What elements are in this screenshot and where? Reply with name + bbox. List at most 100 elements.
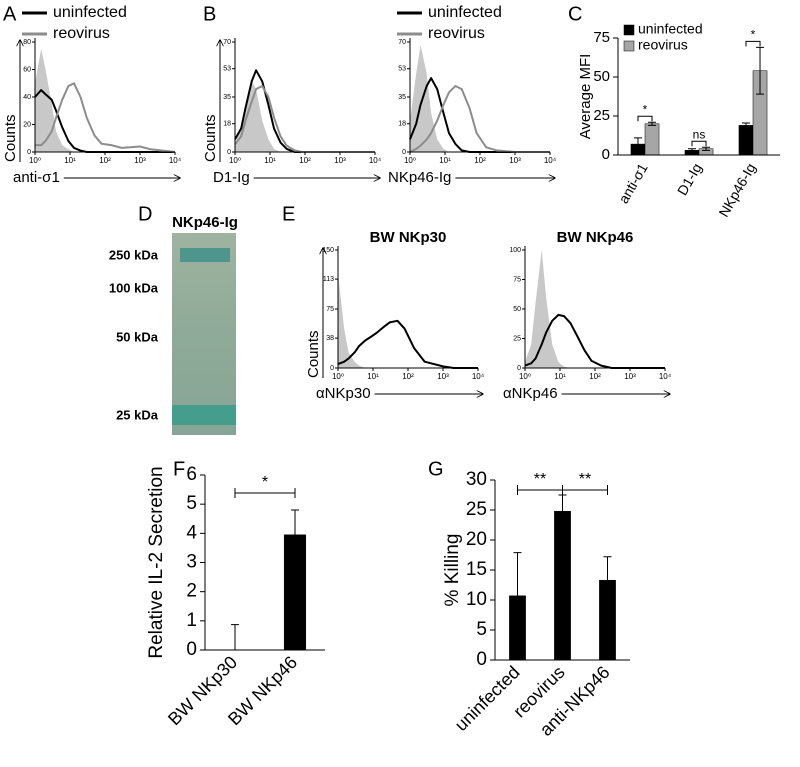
significance-label: *	[751, 28, 756, 42]
y-tick-label: 10	[466, 589, 487, 610]
y-tick-label: 70	[398, 39, 406, 46]
gel-panel: D NKp46-Ig 250 kDa 100 kDa 50 kDa 25 kDa	[109, 203, 238, 435]
x-tick-label: 10⁴	[169, 156, 182, 165]
y-tick-label: 0	[402, 149, 406, 156]
y-tick-label: 0	[27, 149, 31, 156]
x-tick-label: 10⁴	[659, 372, 672, 381]
y-tick-label: 20	[466, 529, 487, 550]
x-tick-label: 10¹	[64, 156, 76, 165]
y-tick-label: 5	[186, 493, 197, 514]
y-tick-label: 50	[513, 306, 521, 313]
panel-letter: C	[568, 3, 582, 25]
y-tick-label: 5	[476, 619, 487, 640]
x-axis-label: D1-Ig	[213, 169, 250, 186]
y-tick-label: 53	[398, 66, 406, 73]
y-tick-label: 150	[322, 247, 334, 254]
x-tick-label: 10²	[589, 372, 601, 381]
x-tick-label: 10³	[624, 372, 636, 381]
significance-label: *	[262, 474, 268, 491]
bar	[644, 123, 660, 156]
error-bar	[513, 552, 522, 640]
x-tick-label: 10⁰	[29, 156, 41, 165]
panel-letter: E	[282, 203, 295, 225]
panel-letter: G	[428, 458, 444, 480]
y-tick-label: 25	[513, 335, 521, 342]
x-tick-label: 10⁰	[332, 372, 344, 381]
y-tick-label: 113	[323, 276, 334, 283]
bar	[554, 510, 571, 661]
marker-label: 25 kDa	[116, 407, 159, 422]
x-tick-label: 10¹	[439, 156, 451, 165]
x-tick-label: 10³	[334, 156, 346, 165]
x-axis-label: αNKp46	[503, 385, 558, 402]
y-tick-label: 18	[398, 121, 406, 128]
y-tick-label: 40	[23, 94, 31, 101]
line	[409, 85, 550, 153]
significance-bracket	[691, 140, 707, 147]
y-tick-label: 4	[186, 522, 197, 543]
y-tick-label: 75	[593, 29, 610, 46]
legend-label: uninfected	[428, 4, 502, 21]
x-tick-label: 10¹	[554, 372, 566, 381]
area	[35, 48, 175, 152]
y-tick-label: 0	[476, 649, 487, 670]
y-tick-label: 75	[326, 306, 334, 313]
legend-label: reovirus	[53, 25, 110, 42]
y-tick-label: 60	[23, 66, 31, 73]
y-tick-label: 53	[223, 66, 231, 73]
x-tick-label: 10¹	[367, 372, 379, 381]
y-tick-label: 38	[326, 335, 334, 342]
x-tick-label: 10¹	[264, 156, 276, 165]
error-bar	[702, 146, 711, 151]
x-tick-label: 10⁰	[229, 156, 241, 165]
marker-label: 250 kDa	[109, 247, 159, 262]
x-tick-label: 10⁰	[519, 372, 531, 381]
x-tick-label: 10⁴	[369, 156, 382, 165]
gel-title: NKp46-Ig	[172, 214, 238, 231]
significance-label: **	[579, 471, 591, 488]
y-axis-label: Relative IL-2 Secretion	[146, 466, 167, 658]
x-tick-label: 10³	[437, 372, 449, 381]
x-axis-label: NKp46-Ig	[388, 169, 451, 186]
line	[337, 319, 478, 369]
y-tick-label: 6	[186, 464, 197, 485]
legend-label: reovirus	[638, 37, 688, 53]
panel-letter: D	[138, 203, 152, 225]
legend-swatch	[623, 40, 635, 52]
y-tick-label: 0	[330, 365, 334, 372]
y-tick-label: 70	[223, 39, 231, 46]
x-axis-label: anti-σ1	[13, 169, 60, 186]
y-tick-label: 2	[186, 581, 197, 602]
significance-bracket	[637, 115, 653, 122]
marker-label: 50 kDa	[116, 329, 159, 344]
significance-label: *	[643, 102, 648, 116]
significance-label: ns	[693, 127, 706, 141]
y-tick-label: 50	[593, 68, 610, 85]
x-tick-label: 10²	[299, 156, 311, 165]
x-tick-label: 10⁴	[544, 156, 557, 165]
x-tick-label: 10⁰	[404, 156, 416, 165]
y-tick-label: 35	[398, 94, 406, 101]
x-tick-label: 10³	[134, 156, 146, 165]
significance-bracket	[234, 488, 296, 498]
x-tick-label: 10²	[474, 156, 486, 165]
significance-label: **	[534, 471, 546, 488]
significance-bracket	[562, 485, 608, 495]
gel-image	[172, 233, 236, 435]
legend-swatch	[623, 24, 635, 36]
y-tick-label: 0	[227, 149, 231, 156]
y-axis-label: Counts	[2, 114, 19, 162]
x-tick-label: 10²	[99, 156, 111, 165]
y-tick-label: 75	[513, 276, 521, 283]
y-tick-label: 0	[186, 639, 197, 660]
y-tick-label: 20	[23, 121, 31, 128]
chart-title: BW NKp30	[370, 229, 447, 246]
y-tick-label: 15	[466, 559, 487, 580]
line	[35, 82, 176, 153]
y-tick-label: 100	[509, 247, 521, 254]
y-axis-label: Average MFI	[577, 54, 594, 140]
error-bar	[741, 122, 750, 129]
area	[235, 81, 375, 152]
gel-band	[180, 248, 230, 262]
